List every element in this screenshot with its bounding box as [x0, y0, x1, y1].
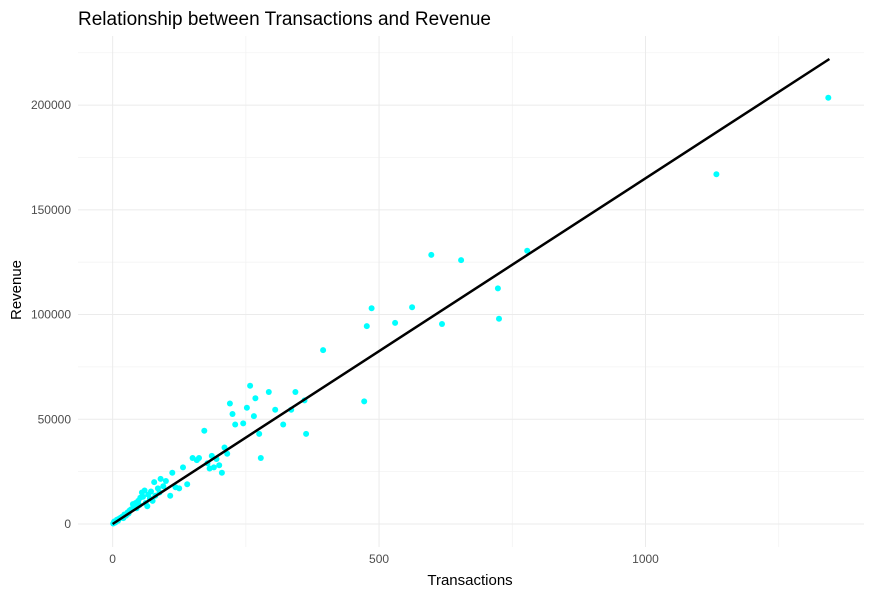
data-point: [361, 398, 368, 405]
data-point: [218, 469, 225, 476]
data-point: [226, 400, 233, 407]
data-point: [256, 430, 263, 437]
data-point: [141, 487, 148, 494]
y-tick-label: 100000: [31, 308, 71, 322]
data-point: [196, 455, 202, 461]
x-tick-label: 0: [109, 552, 116, 566]
data-point: [216, 462, 223, 469]
trend-line: [111, 57, 831, 526]
data-point: [148, 488, 154, 495]
data-point: [392, 319, 399, 326]
data-point: [496, 315, 502, 322]
x-tick-label: 1000: [632, 552, 659, 566]
data-point: [280, 421, 287, 428]
y-tick-label: 0: [64, 517, 71, 531]
data-point: [250, 413, 257, 420]
major-gridlines: [78, 36, 864, 547]
minor-gridlines: [78, 36, 864, 547]
data-point: [292, 389, 299, 395]
y-axis-title: Revenue: [8, 260, 25, 320]
data-point: [144, 503, 151, 510]
data-point: [439, 321, 445, 327]
y-tick-label: 150000: [31, 203, 71, 217]
data-point: [162, 478, 169, 484]
data-point: [524, 247, 531, 254]
data-point: [368, 305, 375, 312]
x-tick-labels: 0 500 1000: [109, 552, 659, 566]
data-point: [140, 493, 146, 500]
data-point: [320, 347, 327, 354]
data-point: [252, 395, 259, 402]
data-point: [272, 406, 279, 413]
data-points: [110, 94, 832, 527]
data-point: [201, 427, 208, 434]
data-point: [458, 257, 465, 264]
data-point: [160, 483, 167, 490]
data-point: [229, 411, 236, 417]
data-point: [167, 492, 174, 499]
data-point: [184, 481, 191, 488]
data-point: [257, 455, 264, 461]
y-tick-label: 50000: [38, 412, 72, 426]
data-point: [232, 421, 239, 428]
data-point: [176, 485, 183, 492]
chart-title: Relationship between Transactions and Re…: [78, 9, 491, 30]
x-axis-title: Transactions: [427, 572, 512, 589]
data-point: [151, 479, 158, 486]
data-point: [210, 464, 217, 471]
x-tick-label: 500: [369, 552, 389, 566]
data-point: [243, 404, 250, 411]
data-point: [409, 304, 416, 311]
data-point: [825, 94, 832, 101]
data-point: [224, 450, 231, 457]
data-point: [428, 251, 435, 258]
data-point: [180, 464, 186, 471]
data-point: [169, 469, 176, 476]
data-point: [494, 285, 501, 292]
data-point: [303, 430, 310, 437]
data-point: [713, 171, 720, 178]
data-point: [265, 389, 272, 395]
y-tick-label: 200000: [31, 98, 71, 112]
data-point: [240, 420, 247, 427]
y-tick-labels: 0 50000 100000 150000 200000: [31, 98, 71, 531]
data-point: [363, 323, 370, 330]
data-point: [157, 475, 164, 482]
data-point: [247, 382, 254, 389]
